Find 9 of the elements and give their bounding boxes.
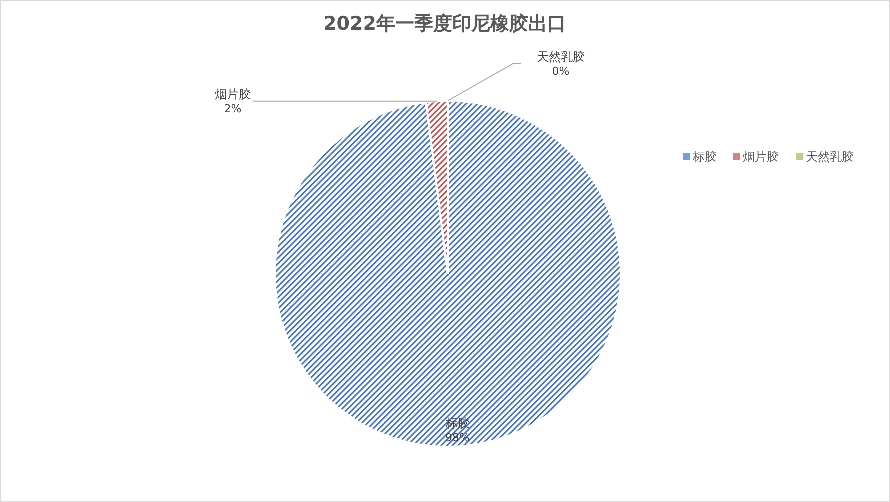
pie-slice <box>275 100 621 447</box>
legend-label: 烟片胶 <box>743 150 779 164</box>
data-label: 2% <box>224 102 242 116</box>
legend-label: 天然乳胶 <box>806 150 854 164</box>
chart-title: 2022年一季度印尼橡胶出口 <box>324 13 566 35</box>
legend-label: 标胶 <box>692 150 717 164</box>
text: 0% <box>552 65 570 78</box>
category-label: 天然乳胶 <box>537 50 585 64</box>
slice-label: 烟片胶 <box>215 87 251 102</box>
